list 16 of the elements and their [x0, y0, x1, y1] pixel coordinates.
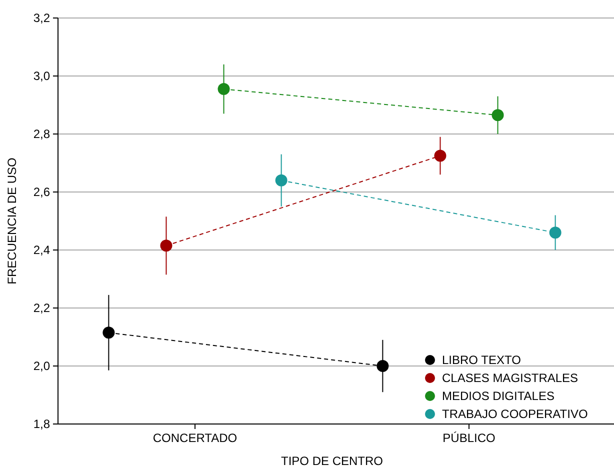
legend-label: TRABAJO COOPERATIVO — [442, 407, 588, 422]
x-axis-title: TIPO DE CENTRO — [280, 454, 384, 468]
y-tick-label: 2,4 — [33, 243, 50, 258]
legend-label: MEDIOS DIGITALES — [442, 389, 554, 404]
y-tick-label: 2,8 — [33, 127, 50, 142]
x-tick-label: PÚBLICO — [442, 431, 496, 445]
y-tick-label: 3,0 — [33, 69, 50, 84]
y-tick-label: 1,8 — [33, 417, 50, 432]
y-tick-label: 2,6 — [33, 185, 50, 200]
y-tick-label: 3,2 — [33, 11, 50, 26]
y-axis-title: FRECUENCIA DE USO — [5, 158, 19, 284]
x-tick-label: CONCERTADO — [152, 431, 238, 445]
y-tick-label: 2,0 — [33, 359, 50, 374]
legend-label: CLASES MAGISTRALES — [442, 371, 578, 386]
y-tick-label: 2,2 — [33, 301, 50, 316]
legend-label: LIBRO TEXTO — [442, 353, 521, 368]
